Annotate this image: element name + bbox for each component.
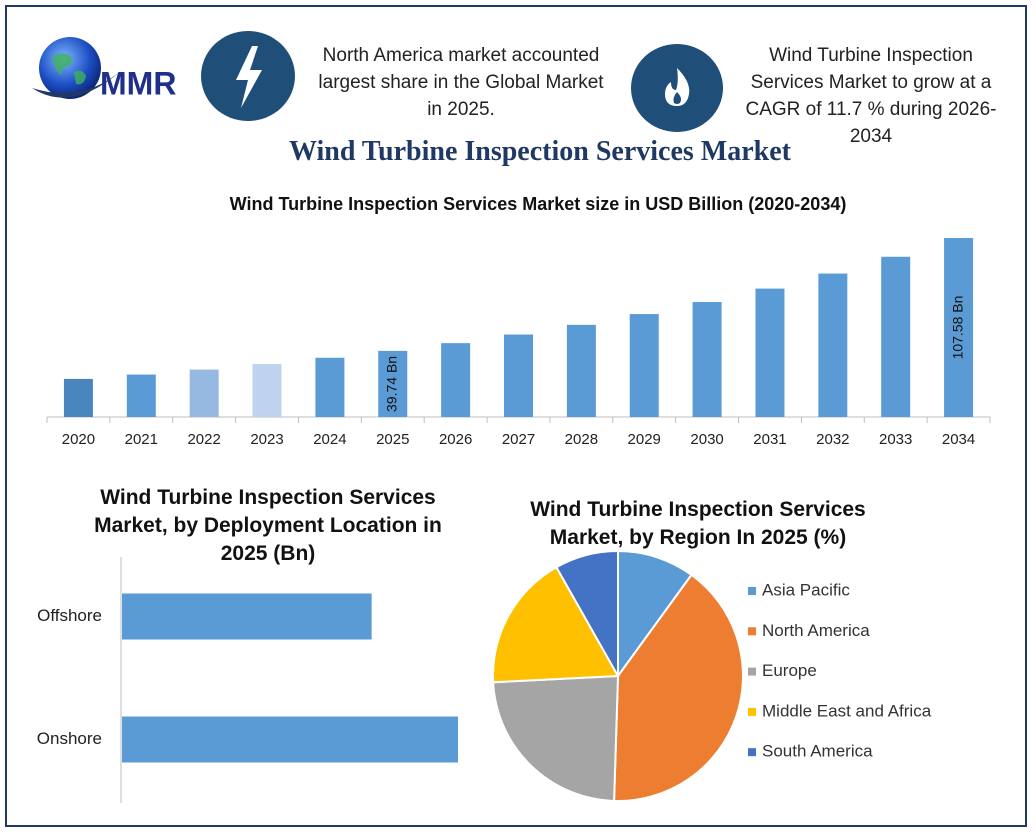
- bar: [378, 350, 408, 417]
- bar: [189, 369, 219, 417]
- y-tick-label: Onshore: [37, 729, 102, 748]
- pie-slice: [492, 674, 620, 802]
- x-tick-label: 2029: [628, 431, 661, 448]
- x-tick-label: 2023: [250, 431, 283, 448]
- pie-slice: [492, 565, 620, 684]
- chart-title: Wind Turbine Inspection Services Market …: [229, 194, 847, 214]
- bar: [566, 324, 596, 417]
- frame: [5, 5, 1027, 827]
- lightning-icon: [201, 31, 295, 121]
- x-tick-label: 2031: [753, 431, 786, 448]
- x-tick-label: 2034: [942, 431, 975, 448]
- bar: [881, 256, 911, 417]
- x-tick-label: 2033: [879, 431, 912, 448]
- bar: [126, 374, 156, 417]
- legend-label: Europe: [762, 661, 817, 680]
- legend-label: Asia Pacific: [762, 580, 850, 599]
- x-tick-label: 2030: [690, 431, 723, 448]
- icon-flame: [665, 68, 690, 106]
- main-title: Wind Turbine Inspection Services Market: [289, 136, 791, 167]
- bar: [692, 302, 722, 417]
- pie-slice: [617, 549, 693, 680]
- x-tick-label: 2026: [439, 431, 472, 448]
- legend-label: North America: [762, 621, 870, 640]
- data-label: 107.58 Bn: [949, 296, 965, 360]
- logo-text: MMR: [100, 65, 176, 101]
- legend-swatch: [748, 707, 756, 716]
- legend-swatch: [748, 748, 756, 757]
- legend-label: South America: [762, 742, 873, 761]
- legend-label: Middle East and Africa: [762, 701, 932, 720]
- x-tick-label: 2024: [313, 431, 346, 448]
- y-tick-label: Offshore: [37, 606, 102, 625]
- x-tick-label: 2020: [62, 431, 95, 448]
- x-tick-label: 2025: [376, 431, 409, 448]
- legend-swatch: [748, 587, 756, 595]
- bar: [629, 314, 659, 417]
- icon-bolt: [236, 46, 262, 108]
- legend-swatch: [748, 627, 756, 636]
- left-note: North America market accounted largest s…: [318, 45, 604, 120]
- x-tick-label: 2028: [565, 431, 598, 448]
- bar: [441, 343, 471, 417]
- bar: [504, 334, 533, 417]
- bar: [122, 716, 458, 763]
- bar: [944, 238, 974, 417]
- x-tick-label: 2027: [502, 431, 535, 448]
- right-note: Wind Turbine Inspection Services Market …: [745, 45, 997, 147]
- chart-title: Wind Turbine Inspection Services Market,…: [530, 498, 866, 549]
- bar: [818, 273, 848, 417]
- bar: [122, 593, 372, 640]
- pie-slice: [555, 549, 619, 680]
- logo-land: [52, 53, 86, 85]
- icon-flame-core: [673, 92, 681, 104]
- x-tick-label: 2021: [125, 431, 158, 448]
- fire-icon: [631, 44, 723, 132]
- logo: MMR: [32, 37, 176, 101]
- logo-swoosh: [32, 70, 122, 98]
- bar: [63, 378, 93, 417]
- bar: [252, 363, 282, 417]
- logo-globe: [39, 37, 101, 99]
- data-label: 39.74 Bn: [383, 356, 399, 412]
- bar: [315, 357, 345, 417]
- bar: [755, 288, 785, 417]
- pie-slice: [613, 573, 744, 802]
- chart-title: Wind Turbine Inspection Services Market,…: [94, 486, 442, 565]
- x-tick-label: 2032: [816, 431, 849, 448]
- legend-swatch: [748, 667, 756, 676]
- x-tick-label: 2022: [187, 431, 220, 448]
